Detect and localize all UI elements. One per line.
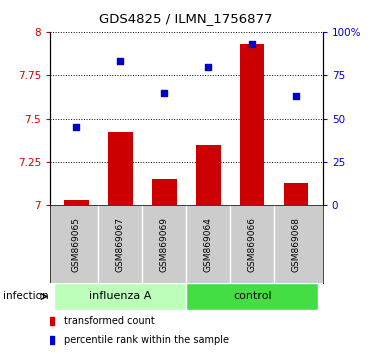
Text: transformed count: transformed count bbox=[64, 316, 154, 326]
Point bbox=[293, 93, 299, 99]
Bar bbox=[187, 283, 318, 310]
Point bbox=[184, 235, 190, 240]
Text: GSM869068: GSM869068 bbox=[292, 217, 301, 272]
Bar bbox=[284, 183, 308, 205]
Text: GDS4825 / ILMN_1756877: GDS4825 / ILMN_1756877 bbox=[99, 12, 272, 25]
Bar bbox=[65, 200, 89, 205]
Text: GSM869064: GSM869064 bbox=[204, 217, 213, 272]
Text: GSM869065: GSM869065 bbox=[72, 217, 81, 272]
Point bbox=[184, 61, 190, 67]
Text: control: control bbox=[233, 291, 272, 302]
Text: infection: infection bbox=[3, 291, 48, 302]
Bar bbox=[108, 132, 132, 205]
Bar bbox=[196, 144, 220, 205]
Text: GSM869067: GSM869067 bbox=[116, 217, 125, 272]
Point bbox=[249, 41, 255, 47]
Text: GSM869066: GSM869066 bbox=[248, 217, 257, 272]
Text: percentile rank within the sample: percentile rank within the sample bbox=[64, 335, 229, 345]
Point bbox=[206, 64, 211, 69]
Point bbox=[118, 58, 124, 64]
Text: influenza A: influenza A bbox=[89, 291, 152, 302]
Point bbox=[161, 90, 167, 95]
Bar bbox=[152, 179, 177, 205]
Bar bbox=[240, 44, 265, 205]
Text: GSM869069: GSM869069 bbox=[160, 217, 169, 272]
Bar bbox=[55, 283, 187, 310]
Point bbox=[73, 124, 79, 130]
